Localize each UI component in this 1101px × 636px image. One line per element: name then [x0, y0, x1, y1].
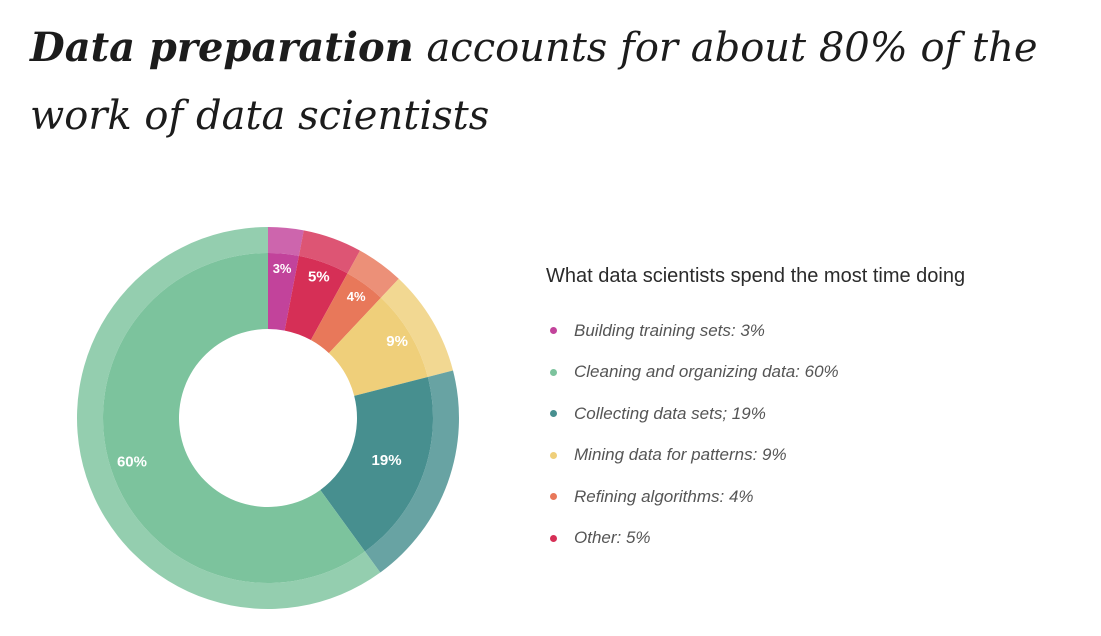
legend-label: Mining data for patterns: 9%: [574, 445, 787, 465]
headline-rest: accounts for about 80% of the work of da…: [30, 25, 1038, 139]
legend-label: Other: 5%: [574, 528, 651, 548]
slice-building-training-sets: [268, 253, 299, 331]
slice-mining-data-for-patterns: [328, 297, 428, 396]
legend-dot-icon: [550, 410, 557, 418]
legend-dot-icon: [550, 451, 557, 459]
legend-item: Building training sets: 3%: [546, 310, 1086, 352]
slice-outer-collecting-data-sets: [364, 370, 460, 573]
donut-slices: [76, 227, 460, 609]
slice-label-refining-algorithms: 4%: [347, 289, 366, 304]
slice-label-cleaning-and-organizing-data: 60%: [117, 454, 147, 471]
slice-other: [284, 255, 348, 341]
donut-slice-labels: 3% 5% 4% 9% 19% 60%: [117, 261, 408, 471]
chart-title: What data scientists spend the most time…: [546, 265, 966, 287]
chart-legend: What data scientists spend the most time…: [546, 262, 1086, 559]
legend-item: Collecting data sets; 19%: [546, 393, 1086, 435]
legend-dot-icon: [550, 327, 557, 335]
slice-label-other: 5%: [308, 268, 330, 285]
legend-item: Mining data for patterns: 9%: [546, 435, 1086, 477]
headline: Data preparation accounts for about 80% …: [30, 14, 1090, 150]
legend-dot-icon: [550, 534, 557, 542]
legend-item: Cleaning and organizing data: 60%: [546, 352, 1086, 394]
headline-emphasis: Data preparation: [30, 24, 414, 71]
slice-outer-other: [298, 230, 361, 274]
slice-label-mining-data-for-patterns: 9%: [386, 333, 408, 350]
slice-label-collecting-data-sets: 19%: [372, 452, 402, 469]
legend-label: Cleaning and organizing data: 60%: [574, 362, 839, 382]
legend-dot-icon: [550, 493, 557, 501]
slice-label-building-training-sets: 3%: [273, 261, 292, 276]
slice-collecting-data-sets: [320, 376, 433, 552]
slice-refining-algorithms: [310, 273, 381, 354]
slice-outer-building-training-sets: [268, 227, 304, 256]
legend-label: Building training sets: 3%: [574, 320, 765, 340]
legend-item: Other: 5%: [546, 518, 1086, 560]
legend-dot-icon: [550, 368, 557, 376]
legend-item: Refining algorithms: 4%: [546, 476, 1086, 518]
slice-outer-cleaning-and-organizing-data: [76, 227, 381, 609]
slice-outer-mining-data-for-patterns: [380, 278, 453, 377]
slice-outer-refining-algorithms: [347, 250, 399, 298]
legend-label: Collecting data sets; 19%: [574, 403, 766, 423]
legend-label: Refining algorithms: 4%: [574, 486, 754, 506]
slice-cleaning-and-organizing-data: [102, 253, 365, 583]
legend-list: Building training sets: 3% Cleaning and o…: [546, 310, 1086, 559]
